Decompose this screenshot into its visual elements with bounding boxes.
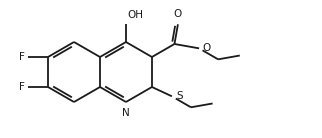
Text: O: O (202, 43, 210, 53)
Text: F: F (19, 52, 25, 62)
Text: OH: OH (127, 10, 143, 20)
Text: S: S (176, 91, 183, 101)
Text: F: F (19, 82, 25, 92)
Text: O: O (174, 9, 182, 19)
Text: N: N (122, 108, 130, 118)
